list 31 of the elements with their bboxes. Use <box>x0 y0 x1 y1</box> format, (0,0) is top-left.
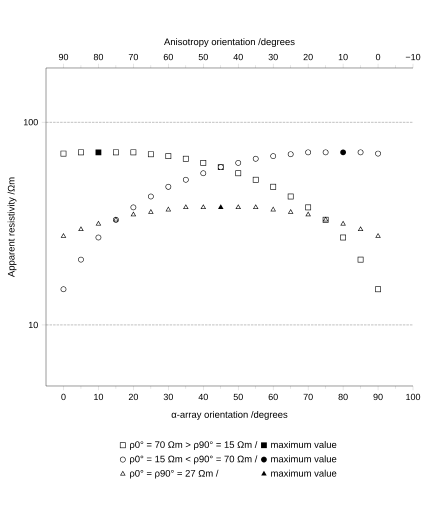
x2-tick-label: 10 <box>338 54 348 60</box>
x2-tick-label: 50 <box>198 54 208 60</box>
x2-tick-label: 0 <box>376 54 380 60</box>
x-tick-label: 0 <box>61 394 66 400</box>
legend-label: ρ0° = 70 Ωm > ρ90° = 15 Ωm / <box>130 441 258 450</box>
x-tick-label: 20 <box>128 394 138 400</box>
x2-tick-label: 40 <box>233 54 243 60</box>
x-tick-label: 10 <box>94 394 104 400</box>
x-axis-title: α-array orientation /degrees <box>172 410 288 420</box>
x2-tick-label: 80 <box>94 54 104 60</box>
legend-label: ρ0° = 15 Ωm < ρ90° = 70 Ωm / <box>130 455 258 464</box>
x2-axis-title: Anisotropy orientation /degrees <box>164 38 295 48</box>
x-tick-label: 50 <box>234 394 243 400</box>
legend-label: maximum value <box>271 455 336 462</box>
x-tick-label: 30 <box>164 394 173 400</box>
x2-tick-label: 20 <box>304 54 313 60</box>
x-tick-label: 90 <box>373 394 383 400</box>
legend-label: maximum value <box>271 441 336 448</box>
x-tick-label: 40 <box>198 394 208 400</box>
x-tick-label: 70 <box>304 394 313 400</box>
y-axis-title: Apparent resistivity /Ωm <box>8 178 16 278</box>
x-tick-label: 100 <box>406 394 420 400</box>
x2-tick-label: 70 <box>128 54 138 60</box>
x2-tick-label: 60 <box>164 54 173 60</box>
x2-tick-label: −10 <box>406 54 420 60</box>
x-tick-label: 80 <box>338 394 348 400</box>
x-tick-label: 60 <box>268 394 278 400</box>
legend-label: ρ0° = ρ90° = 27 Ωm / <box>130 470 218 479</box>
x2-tick-label: 90 <box>58 54 68 60</box>
legend-label: maximum value <box>271 470 336 477</box>
x2-tick-label: 30 <box>268 54 278 60</box>
